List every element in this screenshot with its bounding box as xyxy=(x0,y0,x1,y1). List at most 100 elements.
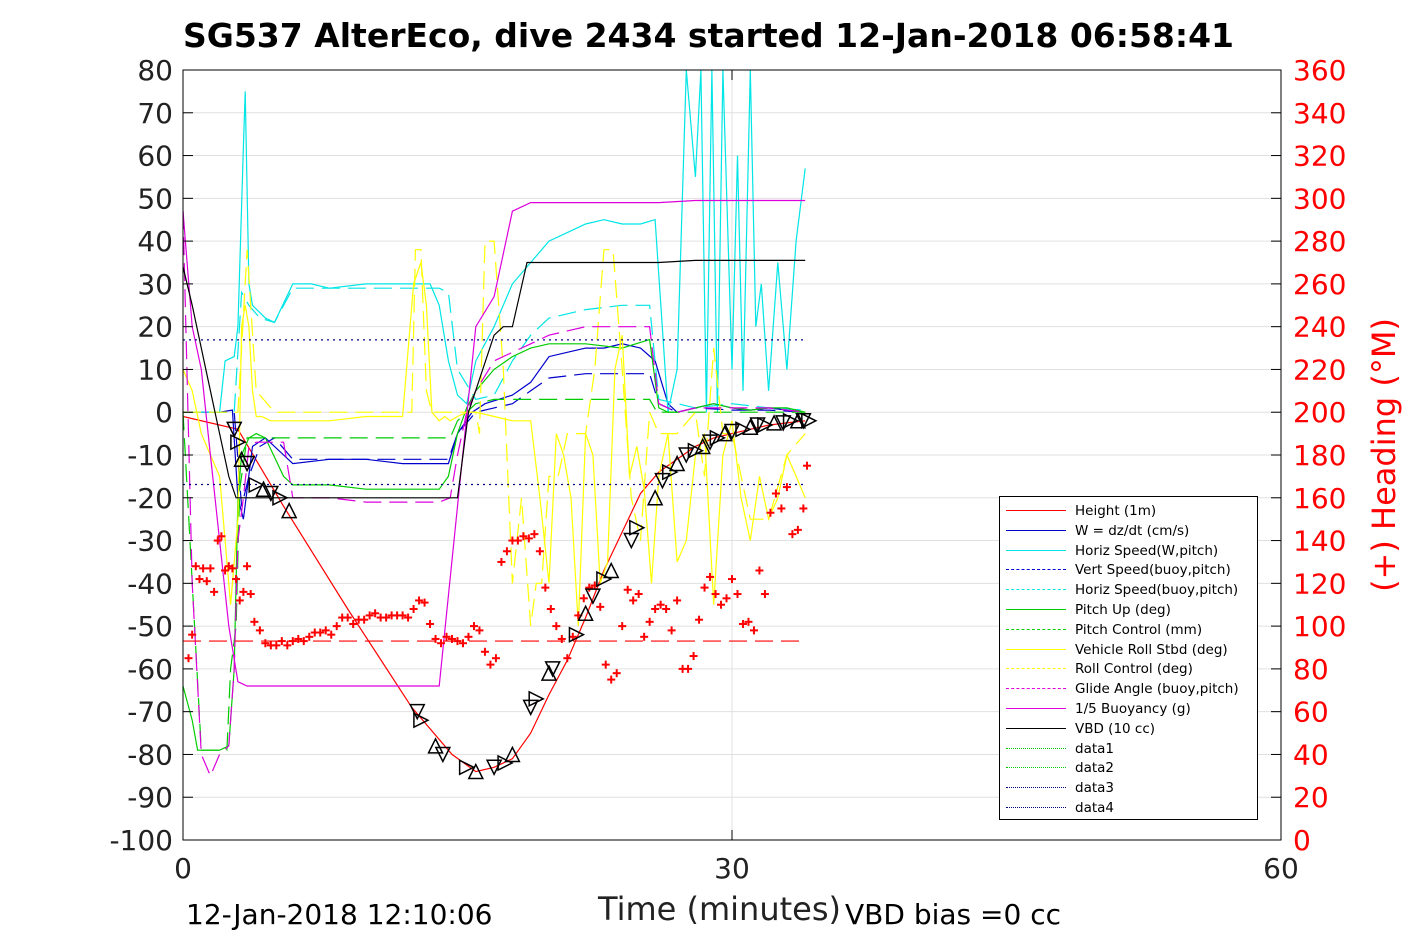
legend-label: Vehicle Roll Stbd (deg) xyxy=(1075,641,1228,658)
vbd-triangle xyxy=(238,455,256,473)
legend-swatch xyxy=(1006,549,1066,551)
y-tick-label: 0 xyxy=(155,396,173,429)
plot-frame xyxy=(182,69,1282,841)
heading-point xyxy=(717,600,726,609)
vbd-triangle xyxy=(577,604,594,622)
legend-swatch xyxy=(1006,727,1066,729)
legend-entry: Horiz Speed(W,pitch) xyxy=(1000,541,1259,561)
legend-swatch xyxy=(1006,529,1066,531)
heading-point xyxy=(711,590,720,599)
series-line-2 xyxy=(183,70,806,413)
vbd-triangle xyxy=(233,450,250,468)
heading-point xyxy=(277,637,286,646)
legend-entry: data4 xyxy=(1000,798,1259,818)
heading-point xyxy=(722,594,731,603)
y2-tick-label: 40 xyxy=(1293,738,1329,771)
legend-swatch xyxy=(1006,569,1066,571)
vbd-triangle xyxy=(603,561,620,579)
heading-point xyxy=(793,525,802,534)
y2-tick-label: 340 xyxy=(1293,97,1346,130)
y2-tick-label: 300 xyxy=(1293,182,1346,215)
heading-point xyxy=(634,590,643,599)
y-tick-label: -50 xyxy=(127,610,173,643)
legend-entry: Pitch Control (mm) xyxy=(1000,620,1259,640)
y2-tick-label: 60 xyxy=(1293,696,1329,729)
heading-point xyxy=(760,590,769,599)
legend-label: Roll Control (deg) xyxy=(1075,661,1193,678)
heading-point xyxy=(623,585,632,594)
heading-point xyxy=(202,577,211,586)
vbd-triangle xyxy=(413,712,430,729)
heading-point xyxy=(700,583,709,592)
series-line-8 xyxy=(183,240,806,627)
legend-entry: Height (1m) xyxy=(1000,501,1259,521)
legend-entry: 1/5 Buoyancy (g) xyxy=(1000,699,1259,719)
y-tick-label: 30 xyxy=(137,268,173,301)
y-tick-label: -80 xyxy=(127,738,173,771)
heading-point xyxy=(316,628,325,637)
vbd-triangle xyxy=(434,746,452,764)
heading-point xyxy=(453,637,462,646)
heading-point xyxy=(191,562,200,571)
heading-point xyxy=(206,564,215,573)
legend-swatch xyxy=(1006,807,1066,808)
heading-point xyxy=(243,562,252,571)
legend-swatch xyxy=(1006,787,1066,789)
legend-entry: Vert Speed(buoy,pitch) xyxy=(1000,560,1259,580)
legend-swatch xyxy=(1006,688,1066,690)
y-tick-label: -60 xyxy=(127,653,173,686)
legend-entry: Roll Control (deg) xyxy=(1000,659,1259,679)
vbd-triangle xyxy=(735,421,752,438)
vbd-bias-label: VBD bias =0 cc xyxy=(845,898,1061,931)
heading-point xyxy=(777,504,786,513)
y-tick-label: -70 xyxy=(127,696,173,729)
heading-point xyxy=(464,632,473,641)
vbd-triangle xyxy=(230,433,247,451)
heading-point xyxy=(749,626,758,635)
legend-entry: data3 xyxy=(1000,778,1259,798)
heading-point xyxy=(188,630,197,639)
heading-point xyxy=(601,660,610,669)
heading-point xyxy=(618,622,627,631)
vbd-triangle xyxy=(662,463,679,481)
series-line-11 xyxy=(183,259,806,499)
vbd-triangle xyxy=(522,699,539,717)
heading-point xyxy=(349,619,358,628)
legend-entry: Vehicle Roll Stbd (deg) xyxy=(1000,640,1259,660)
heading-point xyxy=(442,632,451,641)
y-tick-label: -40 xyxy=(127,567,173,600)
heading-point xyxy=(232,575,241,584)
vbd-triangle xyxy=(280,501,298,519)
vbd-triangle xyxy=(757,416,774,434)
series-line-7 xyxy=(183,262,806,627)
heading-point xyxy=(195,575,204,584)
heading-point xyxy=(404,613,413,622)
heading-point xyxy=(738,619,747,628)
vbd-triangle xyxy=(497,754,514,772)
heading-point xyxy=(585,583,594,592)
vbd-triangle xyxy=(255,480,272,497)
y2-tick-label: 20 xyxy=(1293,781,1329,814)
y-tick-label: 80 xyxy=(137,54,173,87)
legend-swatch xyxy=(1006,747,1066,749)
heading-point xyxy=(667,626,676,635)
heading-point xyxy=(799,504,808,513)
vbd-triangle xyxy=(801,412,818,429)
vbd-triangle xyxy=(782,412,800,429)
heading-point xyxy=(283,641,292,650)
vbd-triangle xyxy=(262,485,280,503)
vbd-triangle xyxy=(687,442,705,459)
legend-label: Height (1m) xyxy=(1075,503,1157,519)
legend-entry: data1 xyxy=(1000,739,1259,759)
x-tick-label: 0 xyxy=(174,852,192,885)
legend-label: Horiz Speed(W,pitch) xyxy=(1075,542,1219,559)
heading-point xyxy=(239,587,248,596)
heading-point xyxy=(513,536,522,545)
legend-swatch xyxy=(1006,589,1066,591)
y2-axis-label: (+) Heading (°M) xyxy=(1365,318,1403,592)
heading-point xyxy=(524,534,533,543)
heading-point xyxy=(689,652,698,661)
legend-swatch xyxy=(1006,708,1066,709)
y-tick-label: -30 xyxy=(127,525,173,558)
heading-point xyxy=(706,572,715,581)
